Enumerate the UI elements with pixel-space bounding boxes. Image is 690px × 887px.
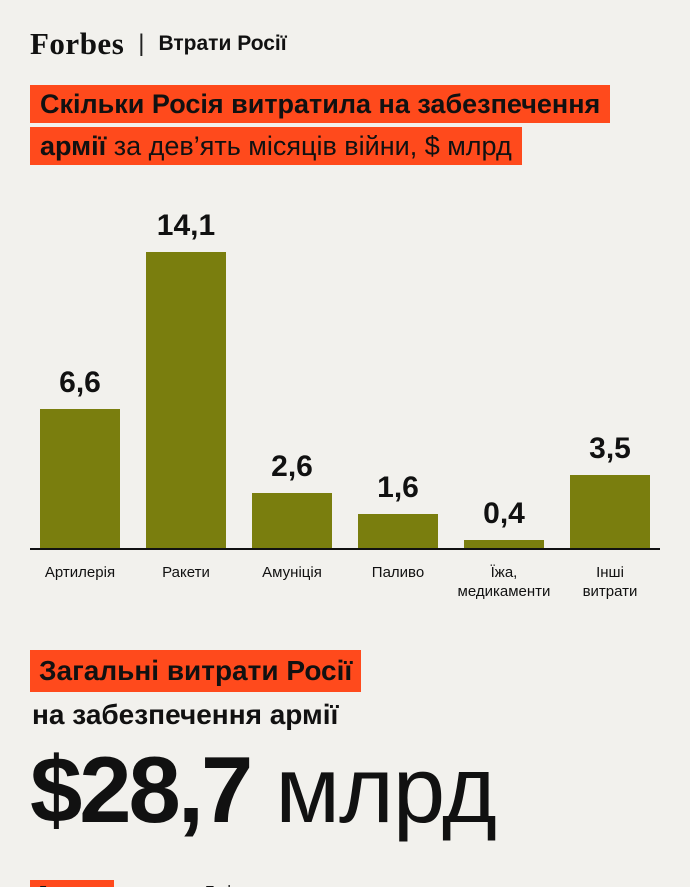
category-label: Їжа, медикаменти — [457, 563, 551, 601]
bar-value-label: 6,6 — [59, 365, 101, 399]
source-line: Джерело: розрахунки Forbes — [30, 879, 660, 887]
header-separator: | — [138, 30, 145, 57]
bar-value-label: 3,5 — [589, 431, 631, 465]
category-label: Інші витрати — [582, 563, 638, 601]
bar-column: 6,6 — [30, 366, 130, 548]
bar-chart: 6,6 14,1 2,6 1,6 0,4 3,5 Артилерія Ракети Амуні… — [30, 202, 660, 602]
category-label: Паливо — [371, 563, 425, 581]
bar-value-label: 0,4 — [483, 496, 525, 530]
chart-plot-area: 6,6 14,1 2,6 1,6 0,4 3,5 — [30, 202, 660, 550]
header-section-title: Втрати Росії — [158, 32, 287, 55]
bar — [146, 251, 226, 548]
summary-line2: на забезпечення армії — [32, 699, 339, 731]
bar-column: 3,5 — [560, 432, 660, 548]
header: Forbes | Втрати Росії — [30, 26, 660, 62]
bar — [252, 492, 332, 548]
bar — [40, 408, 120, 548]
bar-value-label: 14,1 — [156, 208, 216, 242]
bar — [358, 513, 438, 548]
chart-title: Скільки Росія витратила на забезпечення … — [30, 84, 660, 168]
total-amount-value: $28,7 — [30, 737, 253, 843]
forbes-logo: Forbes — [30, 26, 125, 61]
bar-column: 14,1 — [136, 209, 236, 548]
source-label: Джерело: — [30, 879, 115, 887]
total-amount: $28,7 млрд — [30, 740, 660, 840]
summary-block: Загальні витрати Росії на забезпечення а… — [30, 649, 660, 840]
category-label: Артилерія — [44, 563, 116, 581]
bar-value-label: 2,6 — [271, 449, 313, 483]
title-highlight: Скільки Росія витратила на забезпечення … — [30, 85, 611, 165]
bar-column: 0,4 — [454, 497, 554, 548]
total-amount-unit: млрд — [250, 737, 496, 843]
category-label: Амуніція — [262, 563, 322, 581]
summary-line1: Загальні витрати Росії — [30, 649, 660, 693]
chart-title-regular: за дев’ять місяців війни, $ млрд — [106, 130, 512, 161]
chart-title-bold: Скільки Росія витратила на забезпечення … — [40, 89, 601, 161]
chart-category-axis: Артилерія Ракети Амуніція Паливо Їжа, медика… — [30, 563, 660, 602]
category-label: Ракети — [162, 563, 210, 581]
bar — [570, 474, 650, 548]
bar-column: 1,6 — [348, 471, 448, 548]
bar-column: 2,6 — [242, 450, 342, 548]
bar-value-label: 1,6 — [377, 470, 419, 504]
bar — [464, 539, 544, 548]
source-text: розрахунки Forbes — [122, 883, 251, 887]
summary-highlight: Загальні витрати Росії — [30, 649, 362, 693]
